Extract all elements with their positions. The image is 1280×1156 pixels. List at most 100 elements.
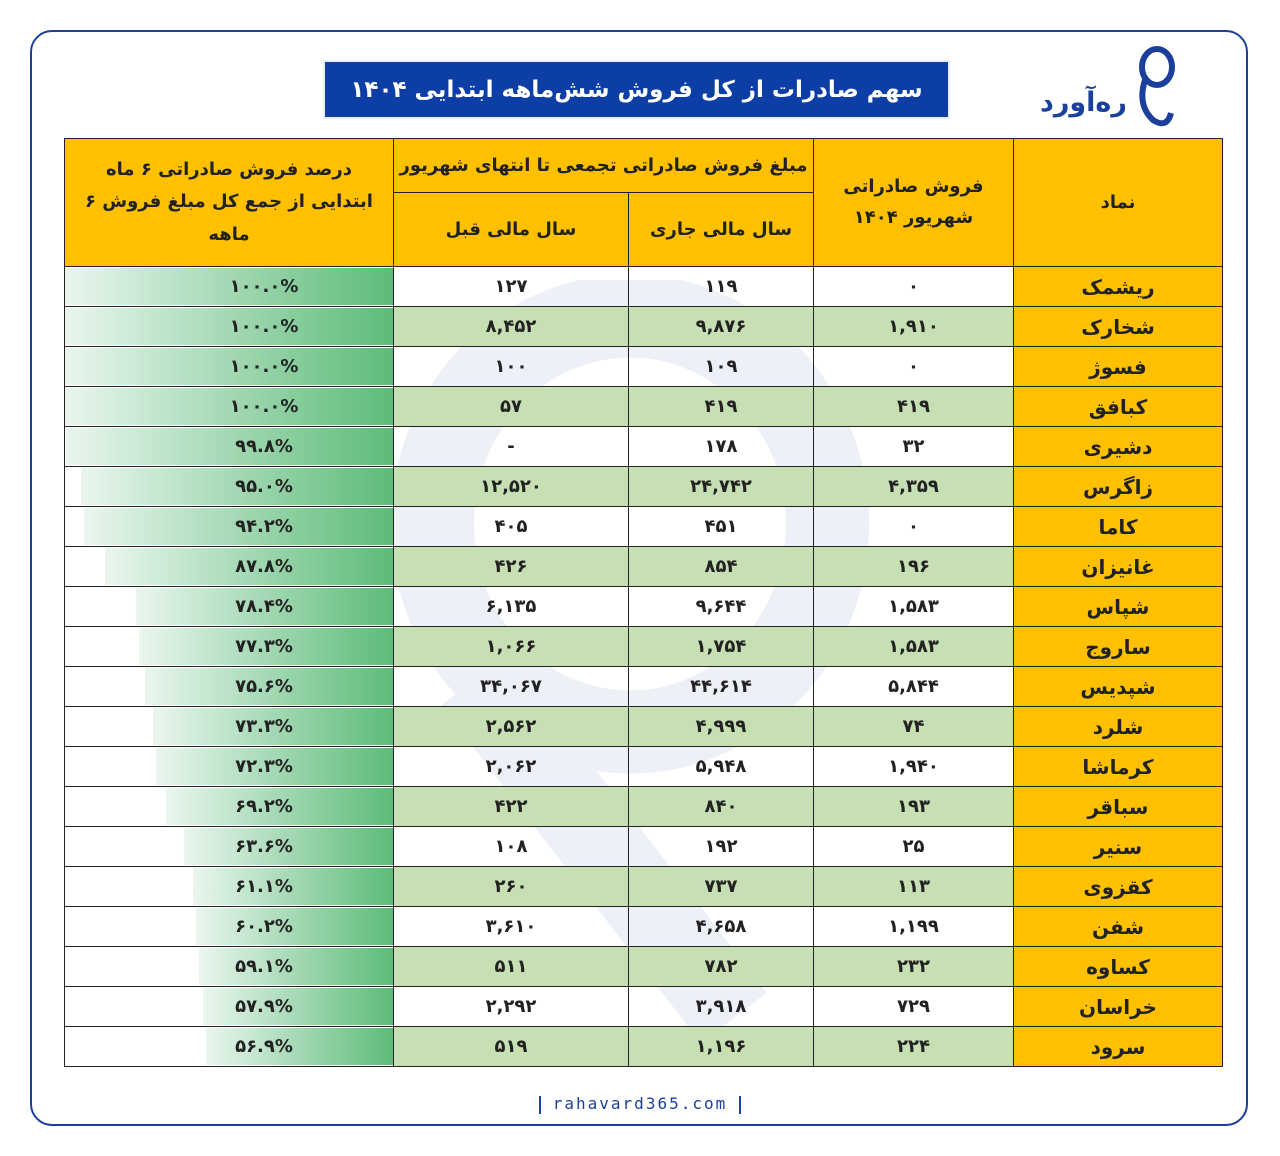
current-year-cell: ۱,۱۹۶ [628,1026,814,1067]
percent-label: ۹۹.۸% [235,436,293,457]
footer-website[interactable]: rahavard365.com [0,1094,1280,1114]
current-year-cell: ۸۵۴ [628,546,814,587]
percent-cell: ۷۵.۶% [64,666,394,707]
month-sales-cell: ۱۱۳ [813,866,1014,907]
previous-year-cell: ۲,۲۹۲ [393,986,629,1027]
month-sales-cell: ۲۳۲ [813,946,1014,987]
symbol-cell: کاما [1013,506,1223,547]
pin-icon [538,1095,541,1114]
current-year-cell: ۳,۹۱۸ [628,986,814,1027]
symbol-cell: فسوژ [1013,346,1223,387]
symbol-cell: ریشمک [1013,266,1223,307]
month-sales-cell: ۵,۸۴۴ [813,666,1014,707]
percent-bar [65,428,393,465]
previous-year-cell: ۲۶۰ [393,866,629,907]
previous-year-cell: ۸,۴۵۲ [393,306,629,347]
table-row: زاگرس ۴,۳۵۹ ۲۴,۷۴۲ ۱۲,۵۲۰ ۹۵.۰% [64,466,1223,507]
previous-year-cell: ۶,۱۳۵ [393,586,629,627]
percent-label: ۱۰۰.۰% [229,396,299,417]
export-share-table: نماد فروش صادراتی شهریور ۱۴۰۴ مبلغ فروش … [64,138,1223,1067]
current-year-cell: ۹,۶۴۴ [628,586,814,627]
percent-cell: ۷۳.۳% [64,706,394,747]
symbol-cell: شلرد [1013,706,1223,747]
month-sales-cell: ۰ [813,506,1014,547]
table-row: شپاس ۱,۵۸۳ ۹,۶۴۴ ۶,۱۳۵ ۷۸.۴% [64,586,1223,627]
percent-label: ۱۰۰.۰% [229,356,299,377]
current-year-cell: ۸۴۰ [628,786,814,827]
percent-bar [139,628,393,665]
month-sales-cell: ۴۱۹ [813,386,1014,427]
percent-label: ۶۹.۲% [235,796,293,817]
percent-bar [155,748,393,785]
percent-label: ۷۷.۳% [235,636,293,657]
month-sales-cell: ۱۹۶ [813,546,1014,587]
percent-bar [192,868,393,905]
percent-cell: ۷۸.۴% [64,586,394,627]
current-year-cell: ۵,۹۴۸ [628,746,814,787]
percent-bar [65,348,393,385]
percent-cell: ۹۴.۲% [64,506,394,547]
pin-icon [739,1095,742,1114]
previous-year-cell: ۴۲۲ [393,786,629,827]
current-year-cell: ۲۴,۷۴۲ [628,466,814,507]
table-row: غانیزان ۱۹۶ ۸۵۴ ۴۲۶ ۸۷.۸% [64,546,1223,587]
percent-label: ۷۳.۳% [235,716,293,737]
table-row: کقزوی ۱۱۳ ۷۳۷ ۲۶۰ ۶۱.۱% [64,866,1223,907]
table-row: ریشمک ۰ ۱۱۹ ۱۲۷ ۱۰۰.۰% [64,266,1223,307]
table-row: سرود ۲۲۴ ۱,۱۹۶ ۵۱۹ ۵۶.۹% [64,1026,1223,1067]
month-sales-cell: ۳۲ [813,426,1014,467]
current-year-cell: ۱۰۹ [628,346,814,387]
table-row: سنیر ۲۵ ۱۹۲ ۱۰۸ ۶۳.۶% [64,826,1223,867]
previous-year-cell: ۵۱۱ [393,946,629,987]
percent-cell: ۷۷.۳% [64,626,394,667]
header-cumulative: مبلغ فروش صادراتی تجمعی تا انتهای شهریور [393,138,814,193]
symbol-cell: دشیری [1013,426,1223,467]
month-sales-cell: ۲۲۴ [813,1026,1014,1067]
percent-bar [84,508,393,545]
month-sales-cell: ۱۹۳ [813,786,1014,827]
website-link[interactable]: rahavard365.com [552,1094,728,1113]
table-row: فسوژ ۰ ۱۰۹ ۱۰۰ ۱۰۰.۰% [64,346,1223,387]
percent-bar [65,388,393,425]
current-year-cell: ۴,۶۵۸ [628,906,814,947]
percent-bar [206,1028,393,1065]
brand-name: ره‌آورد [1040,87,1127,118]
current-year-cell: ۱۱۹ [628,266,814,307]
symbol-cell: ساروج [1013,626,1223,667]
symbol-cell: شپاس [1013,586,1223,627]
percent-cell: ۱۰۰.۰% [64,266,394,307]
percent-label: ۶۳.۶% [235,836,293,857]
header-current-year: سال مالی جاری [628,192,814,267]
percent-cell: ۶۹.۲% [64,786,394,827]
symbol-cell: خراسان [1013,986,1223,1027]
percent-label: ۵۷.۹% [235,996,293,1017]
month-sales-cell: ۷۴ [813,706,1014,747]
percent-cell: ۱۰۰.۰% [64,346,394,387]
card-frame [30,30,1248,1126]
percent-label: ۷۵.۶% [235,676,293,697]
table-row: خراسان ۷۲۹ ۳,۹۱۸ ۲,۲۹۲ ۵۷.۹% [64,986,1223,1027]
table-row: سباقر ۱۹۳ ۸۴۰ ۴۲۲ ۶۹.۲% [64,786,1223,827]
percent-cell: ۶۰.۲% [64,906,394,947]
percent-bar [81,468,393,505]
month-sales-cell: ۱,۵۸۳ [813,586,1014,627]
percent-cell: ۹۵.۰% [64,466,394,507]
month-sales-cell: ۰ [813,346,1014,387]
percent-cell: ۵۹.۱% [64,946,394,987]
previous-year-cell: ۱۰۰ [393,346,629,387]
brand-logo: ره‌آورد [1040,45,1180,135]
percent-label: ۷۲.۳% [235,756,293,777]
percent-label: ۵۹.۱% [235,956,293,977]
previous-year-cell: ۱۲۷ [393,266,629,307]
header-previous-year: سال مالی قبل [393,192,629,267]
previous-year-cell: ۳۴,۰۶۷ [393,666,629,707]
percent-bar [65,308,393,345]
percent-bar [184,828,393,865]
month-sales-cell: ۱,۹۴۰ [813,746,1014,787]
previous-year-cell: ۳,۶۱۰ [393,906,629,947]
symbol-cell: زاگرس [1013,466,1223,507]
table-row: ساروج ۱,۵۸۳ ۱,۷۵۴ ۱,۰۶۶ ۷۷.۳% [64,626,1223,667]
percent-bar [152,708,393,745]
previous-year-cell: ۵۷ [393,386,629,427]
previous-year-cell: - [393,426,629,467]
